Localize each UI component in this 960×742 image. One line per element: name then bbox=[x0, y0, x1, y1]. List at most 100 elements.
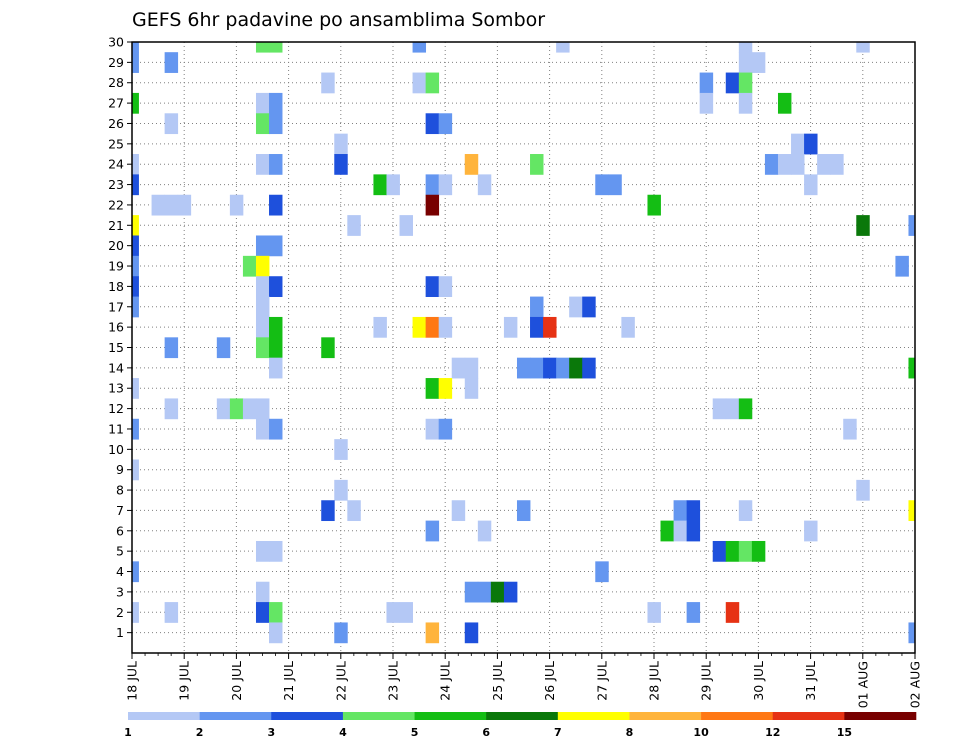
colorbar-swatch bbox=[701, 712, 774, 720]
heatmap-cell bbox=[725, 398, 740, 420]
heatmap-cell bbox=[425, 378, 440, 399]
colorbar-label: 2 bbox=[196, 726, 204, 739]
colorbar-swatch bbox=[557, 712, 630, 720]
colorbar-label: 4 bbox=[339, 726, 347, 739]
heatmap-cell bbox=[164, 398, 179, 420]
x-axis: 18 JUL 19 JUL 20 JUL 21 JUL 22 JUL 23 JUL 24 J… bbox=[125, 653, 923, 708]
y-tick-label: 9 bbox=[116, 462, 124, 477]
y-tick-label: 24 bbox=[108, 157, 124, 172]
heatmap-cell bbox=[425, 316, 440, 338]
heatmap-cell bbox=[255, 296, 270, 318]
heatmap-cell bbox=[334, 133, 348, 155]
y-axis: 1234567891011121314151617181920212223242… bbox=[108, 35, 132, 640]
heatmap-cell bbox=[255, 337, 270, 359]
heatmap-cell bbox=[132, 215, 139, 236]
colorbar-label: 15 bbox=[837, 726, 852, 739]
heatmap-cell bbox=[386, 602, 400, 623]
heatmap-cell bbox=[908, 622, 916, 644]
heatmap-cell bbox=[255, 92, 270, 114]
heatmap-cell bbox=[425, 276, 440, 297]
colorbar-label: 5 bbox=[411, 726, 419, 739]
heatmap-cell bbox=[595, 561, 609, 583]
heatmap-cell bbox=[399, 602, 413, 623]
heatmap-cell bbox=[660, 520, 674, 542]
heatmap-cell bbox=[791, 133, 805, 155]
heatmap-cell bbox=[725, 540, 740, 562]
heatmap-cell bbox=[569, 296, 583, 318]
heatmap-cell bbox=[569, 357, 583, 379]
heatmap-cell bbox=[425, 113, 440, 135]
heatmap-cell bbox=[132, 459, 139, 481]
heatmap-cell bbox=[255, 276, 270, 297]
colorbar-label: 8 bbox=[626, 726, 634, 739]
x-tick-label: 28 JUL bbox=[647, 661, 662, 701]
y-tick-label: 26 bbox=[108, 116, 124, 131]
x-tick-label: 27 JUL bbox=[594, 661, 609, 701]
heatmap-cell bbox=[738, 92, 753, 114]
x-tick-label: 30 JUL bbox=[751, 661, 766, 701]
heatmap-cell bbox=[712, 540, 727, 562]
heatmap-cell bbox=[804, 133, 818, 155]
heatmap-cell bbox=[151, 194, 166, 216]
heatmap-cell bbox=[412, 72, 427, 94]
chart-title: GEFS 6hr padavine po ansamblima Sombor bbox=[132, 9, 545, 31]
y-tick-label: 14 bbox=[108, 360, 124, 375]
heatmap-cell bbox=[229, 398, 244, 420]
heatmap-cell bbox=[556, 42, 570, 53]
heatmap-cell bbox=[438, 378, 453, 399]
heatmap-cell bbox=[777, 92, 792, 114]
heatmap-cell bbox=[686, 520, 701, 542]
y-tick-label: 1 bbox=[116, 625, 124, 640]
heatmap-cell bbox=[699, 72, 714, 94]
y-tick-label: 13 bbox=[108, 381, 124, 396]
heatmap-cell bbox=[242, 398, 257, 420]
heatmap-cell bbox=[373, 174, 387, 196]
heatmap-cell bbox=[830, 154, 844, 175]
colorbar-swatch bbox=[128, 712, 200, 720]
heatmap-cell bbox=[673, 520, 688, 542]
y-tick-label: 22 bbox=[108, 197, 124, 212]
y-tick-label: 27 bbox=[108, 96, 124, 111]
heatmap-cell bbox=[177, 194, 192, 216]
heatmap-cell bbox=[132, 561, 139, 583]
y-tick-label: 15 bbox=[108, 340, 124, 355]
colorbar-swatch bbox=[414, 712, 487, 720]
heatmap-cell bbox=[908, 215, 916, 236]
heatmap-cell bbox=[425, 520, 440, 542]
colorbar-swatch bbox=[271, 712, 344, 720]
heatmap-cell bbox=[132, 92, 139, 114]
y-tick-label: 19 bbox=[108, 259, 124, 274]
y-tick-label: 12 bbox=[108, 401, 124, 416]
y-tick-label: 18 bbox=[108, 279, 124, 294]
x-tick-label: 29 JUL bbox=[699, 661, 714, 701]
heatmap-cell bbox=[164, 337, 179, 359]
heatmap-cell bbox=[255, 113, 270, 135]
heatmap-cell bbox=[764, 154, 779, 175]
heatmap-cell bbox=[686, 602, 701, 623]
y-tick-label: 3 bbox=[116, 584, 124, 599]
heatmap-cell bbox=[269, 357, 283, 379]
y-tick-label: 17 bbox=[108, 299, 124, 314]
heatmap-cell bbox=[438, 418, 453, 440]
x-tick-label: 01 AUG bbox=[855, 661, 870, 708]
heatmap-cell bbox=[255, 418, 270, 440]
heatmap-cell bbox=[777, 154, 792, 175]
heatmap-cell bbox=[647, 602, 661, 623]
heatmap-cell bbox=[255, 255, 270, 277]
heatmap-cell bbox=[738, 398, 753, 420]
heatmap-cell bbox=[269, 337, 283, 359]
y-tick-label: 2 bbox=[116, 605, 124, 620]
heatmap-cell bbox=[334, 154, 348, 175]
heatmap-cell bbox=[334, 479, 348, 501]
heatmap-cell bbox=[738, 42, 753, 53]
heatmap-cell bbox=[269, 316, 283, 338]
heatmap-cell bbox=[725, 602, 740, 623]
x-tick-label: 26 JUL bbox=[542, 661, 557, 701]
heatmap-cell bbox=[216, 337, 231, 359]
heatmap-cell bbox=[164, 602, 179, 623]
heatmap-cell bbox=[543, 357, 557, 379]
heatmap-cell bbox=[712, 398, 727, 420]
heatmap-cell bbox=[543, 316, 557, 338]
heatmap-cell bbox=[229, 194, 244, 216]
heatmap-cell bbox=[425, 194, 440, 216]
